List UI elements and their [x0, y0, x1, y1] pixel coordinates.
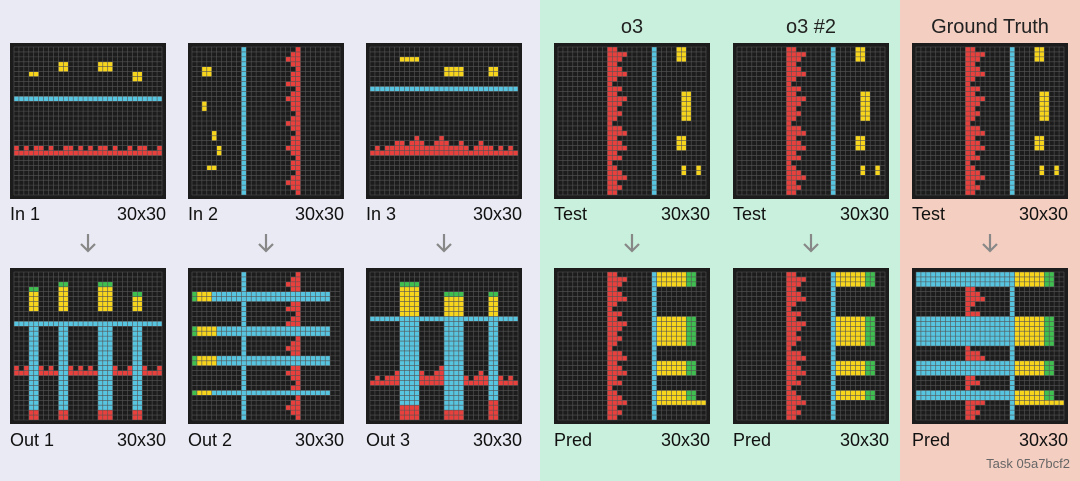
caption-size: 30x30 [1018, 430, 1068, 450]
caption-pred-o3: Pred 30x30 [554, 430, 710, 452]
cell-grid [191, 271, 341, 421]
caption-size: 30x30 [660, 204, 710, 224]
column-title-o3-2: o3 #2 [785, 16, 837, 38]
caption-out-3: Out 3 30x30 [366, 430, 522, 452]
caption-size: 30x30 [839, 430, 889, 450]
caption-label: Out 2 [188, 430, 233, 450]
cell-grid [13, 46, 163, 196]
caption-test-o3: Test 30x30 [554, 204, 710, 226]
arrow-down-icon [982, 234, 998, 253]
caption-label: Test [912, 204, 946, 224]
caption-test-ground-truth: Test 30x30 [912, 204, 1068, 226]
cell-grid [191, 46, 341, 196]
grid-pred-ground-truth [912, 268, 1068, 424]
cell-grid [915, 271, 1065, 421]
caption-size: 30x30 [472, 204, 522, 224]
caption-test-o3-2: Test 30x30 [733, 204, 889, 226]
grid-out-2 [188, 268, 344, 424]
caption-size: 30x30 [294, 430, 344, 450]
caption-size: 30x30 [472, 430, 522, 450]
caption-label: In 3 [366, 204, 397, 224]
caption-pred-o3-2: Pred 30x30 [733, 430, 889, 452]
caption-label: Pred [554, 430, 593, 450]
caption-label: Pred [912, 430, 951, 450]
caption-pred-ground-truth: Pred 30x30 [912, 430, 1068, 452]
caption-size: 30x30 [660, 430, 710, 450]
cell-grid [369, 271, 519, 421]
caption-size: 30x30 [294, 204, 344, 224]
caption-size: 30x30 [839, 204, 889, 224]
cell-grid [915, 46, 1065, 196]
caption-label: Out 1 [10, 430, 55, 450]
arrow-down-icon [258, 234, 274, 253]
grid-out-1 [10, 268, 166, 424]
cell-grid [13, 271, 163, 421]
grid-pred-o3-2 [733, 268, 889, 424]
arrow-down-icon [624, 234, 640, 253]
cell-grid [557, 46, 707, 196]
caption-label: In 2 [188, 204, 219, 224]
grid-in-3 [366, 43, 522, 199]
arrow-down-icon [80, 234, 96, 253]
caption-in-1: In 1 30x30 [10, 204, 166, 226]
grid-in-1 [10, 43, 166, 199]
caption-size: 30x30 [116, 430, 166, 450]
caption-in-2: In 2 30x30 [188, 204, 344, 226]
caption-size: 30x30 [116, 204, 166, 224]
cell-grid [736, 271, 886, 421]
cell-grid [369, 46, 519, 196]
caption-label: Test [733, 204, 767, 224]
grid-pred-o3 [554, 268, 710, 424]
caption-label: Pred [733, 430, 772, 450]
grid-in-2 [188, 43, 344, 199]
cell-grid [736, 46, 886, 196]
task-id-label: Task 05a7bcf2 [986, 456, 1070, 471]
caption-label: Out 3 [366, 430, 411, 450]
caption-out-2: Out 2 30x30 [188, 430, 344, 452]
arrow-down-icon [803, 234, 819, 253]
caption-label: In 1 [10, 204, 41, 224]
caption-out-1: Out 1 30x30 [10, 430, 166, 452]
column-title-o3: o3 [620, 16, 644, 38]
grid-test-o3-2 [733, 43, 889, 199]
caption-in-3: In 3 30x30 [366, 204, 522, 226]
cell-grid [557, 271, 707, 421]
caption-label: Test [554, 204, 588, 224]
caption-size: 30x30 [1018, 204, 1068, 224]
grid-test-o3 [554, 43, 710, 199]
column-title-ground-truth: Ground Truth [931, 16, 1049, 38]
arrow-down-icon [436, 234, 452, 253]
grid-test-ground-truth [912, 43, 1068, 199]
grid-out-3 [366, 268, 522, 424]
